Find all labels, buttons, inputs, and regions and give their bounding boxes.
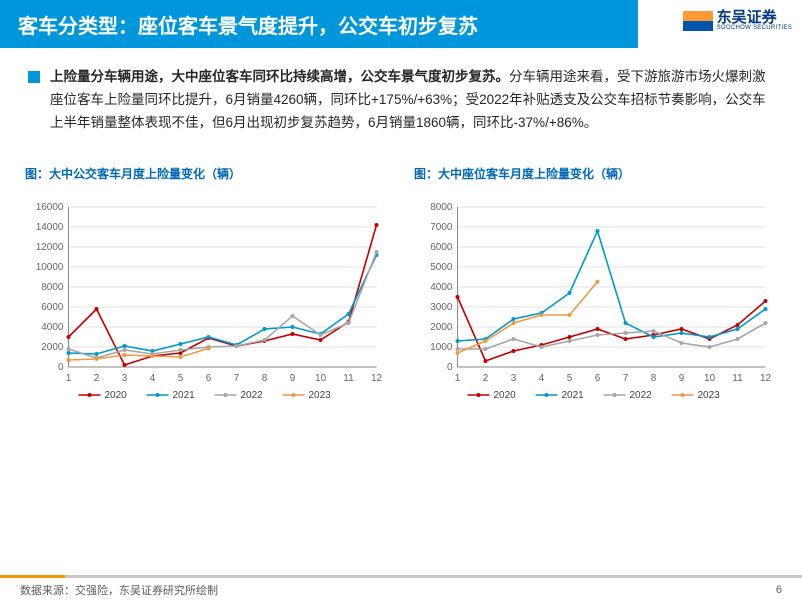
svg-text:7000: 7000: [430, 222, 453, 233]
svg-text:3000: 3000: [430, 302, 453, 313]
svg-text:8000: 8000: [41, 282, 64, 293]
footer-source: 数据来源：交强险，东吴证券研究所绘制: [20, 582, 218, 598]
svg-text:2000: 2000: [41, 342, 64, 353]
logo-icon: [683, 11, 713, 31]
svg-text:3: 3: [122, 373, 128, 384]
svg-text:0: 0: [447, 362, 453, 373]
logo-en: SOOCHOW SECURITIES: [717, 25, 792, 31]
svg-text:8000: 8000: [430, 202, 453, 213]
chart-right-title: 图：大中座位客车月度上险量变化（辆）: [414, 165, 777, 182]
footer: 数据来源：交强险，东吴证券研究所绘制 6: [0, 578, 802, 602]
svg-text:4: 4: [539, 373, 545, 384]
svg-text:5000: 5000: [430, 262, 453, 273]
svg-text:8: 8: [262, 373, 268, 384]
charts-row: 图：大中公交客车月度上险量变化（辆） 0 2000 4000 6000 8000 1000…: [0, 165, 802, 412]
body-bold: 上险量分车辆用途，大中座位客车同环比持续高增，公交车景气度初步复苏。: [50, 69, 509, 84]
svg-text:4: 4: [150, 373, 156, 384]
svg-text:11: 11: [732, 373, 743, 384]
svg-text:2020: 2020: [105, 390, 128, 401]
logo: 东吴证券 SOOCHOW SECURITIES: [683, 10, 792, 31]
svg-text:6000: 6000: [41, 302, 64, 313]
svg-text:12: 12: [760, 373, 772, 384]
body-text: 上险量分车辆用途，大中座位客车同环比持续高增，公交车景气度初步复苏。分车辆用途来…: [0, 48, 802, 135]
svg-text:12: 12: [371, 373, 383, 384]
svg-text:2021: 2021: [562, 390, 585, 401]
svg-text:1000: 1000: [430, 342, 453, 353]
svg-text:4000: 4000: [41, 322, 64, 333]
svg-text:11: 11: [343, 373, 354, 384]
svg-text:0: 0: [58, 362, 64, 373]
slide-title: 客车分类型：座位客车景气度提升，公交车初步复苏: [18, 10, 478, 39]
footer-page: 6: [776, 584, 782, 596]
svg-text:2022: 2022: [241, 390, 264, 401]
svg-text:4000: 4000: [430, 282, 453, 293]
bullet-icon: [28, 71, 40, 83]
svg-text:16000: 16000: [36, 202, 64, 213]
chart-left-title: 图：大中公交客车月度上险量变化（辆）: [25, 165, 388, 182]
svg-text:6: 6: [595, 373, 601, 384]
svg-text:2022: 2022: [630, 390, 653, 401]
chart-right-block: 图：大中座位客车月度上险量变化（辆） 0 1000 2000 3000 4000 5000…: [414, 165, 777, 412]
svg-text:6: 6: [206, 373, 212, 384]
svg-text:2000: 2000: [430, 322, 453, 333]
svg-text:2021: 2021: [173, 390, 196, 401]
logo-text: 东吴证券 SOOCHOW SECURITIES: [717, 10, 792, 31]
svg-text:7: 7: [234, 373, 240, 384]
svg-text:8: 8: [651, 373, 657, 384]
svg-text:2020: 2020: [494, 390, 517, 401]
svg-text:10: 10: [315, 373, 327, 384]
svg-text:9: 9: [290, 373, 296, 384]
svg-text:10000: 10000: [36, 262, 64, 273]
svg-text:3: 3: [511, 373, 517, 384]
body-paragraph: 上险量分车辆用途，大中座位客车同环比持续高增，公交车景气度初步复苏。分车辆用途来…: [50, 66, 774, 135]
svg-text:1: 1: [455, 373, 461, 384]
svg-text:9: 9: [679, 373, 685, 384]
svg-text:6000: 6000: [430, 242, 453, 253]
svg-text:2023: 2023: [698, 390, 721, 401]
logo-cn: 东吴证券: [717, 10, 792, 25]
svg-text:5: 5: [567, 373, 573, 384]
svg-text:10: 10: [704, 373, 716, 384]
chart-left: 0200040006000800010000120001400016000123…: [25, 197, 388, 407]
slide-title-bar: 客车分类型：座位客车景气度提升，公交车初步复苏: [0, 0, 638, 48]
svg-text:2023: 2023: [309, 390, 332, 401]
svg-text:2: 2: [94, 373, 100, 384]
chart-left-block: 图：大中公交客车月度上险量变化（辆） 0 2000 4000 6000 8000 1000…: [25, 165, 388, 412]
svg-text:12000: 12000: [36, 242, 64, 253]
svg-text:7: 7: [623, 373, 629, 384]
svg-text:1: 1: [66, 373, 72, 384]
svg-text:2: 2: [483, 373, 489, 384]
chart-right: 0100020003000400050006000700080001234567…: [414, 197, 777, 407]
svg-text:14000: 14000: [36, 222, 64, 233]
svg-text:5: 5: [178, 373, 184, 384]
